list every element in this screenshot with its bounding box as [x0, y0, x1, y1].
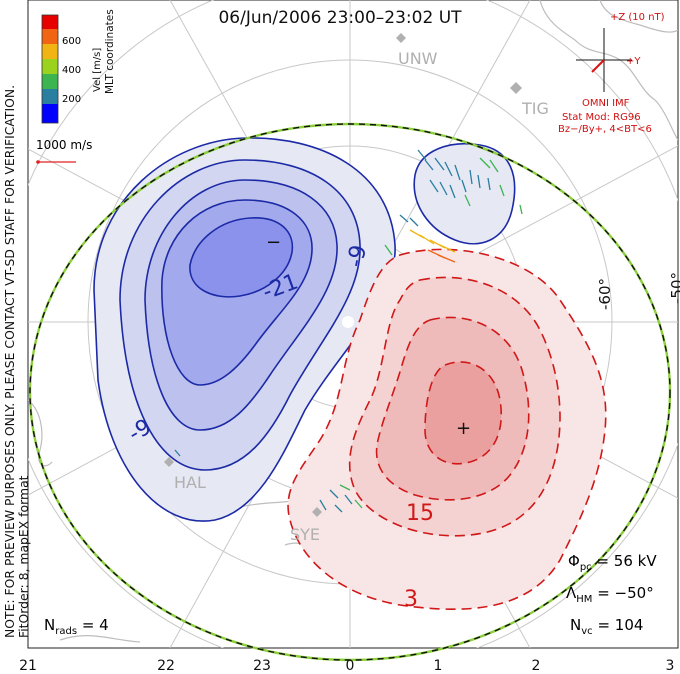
plot-frame [27, 0, 679, 649]
colorbar-tick-200: 200 [62, 94, 82, 105]
imf-vector [591, 59, 605, 73]
fit-order-note: FitOrder: 8, mapEX format [16, 475, 31, 638]
mlt-tick-3: 3 [665, 658, 675, 674]
mlt-tick-22: 22 [157, 658, 175, 674]
velocity-vectors [174, 149, 523, 513]
stat-nvc-symbol: N [570, 616, 582, 634]
lat-label-50: -50° [668, 272, 680, 304]
stat-phi-pc: Φpc = 56 kV [568, 552, 657, 573]
pole-marker [342, 316, 354, 328]
imf-z-label: +Z (10 nT) [610, 12, 665, 23]
positive-potential-cell [287, 248, 607, 610]
stat-nrads: Nrads = 4 [44, 616, 109, 637]
mlt-tick-2: 2 [531, 658, 541, 674]
ref-vector-dot [36, 160, 40, 164]
contour-label-pos-3: 3 [404, 587, 418, 612]
imf-model-label: Stat Mod: RG96 [562, 112, 641, 123]
stat-nrads-value: = 4 [81, 616, 109, 634]
stat-nvc-value: = 104 [597, 616, 644, 634]
secondary-negative-cell [413, 143, 516, 245]
colorbar [41, 14, 59, 124]
stat-lambda-value: = −50° [597, 584, 654, 602]
stat-nrads-sub: rads [55, 626, 78, 637]
station-markers [164, 33, 522, 517]
contour-label-pos-15: 15 [406, 501, 434, 526]
imf-source-label: OMNI IMF [582, 98, 630, 109]
stat-lambda-hm: ΛHM = −50° [566, 584, 654, 605]
stat-nrads-symbol: N [44, 616, 56, 634]
mlt-tick-1: 1 [433, 658, 443, 674]
mlt-tick-0: 0 [345, 658, 355, 674]
mlt-coordinates-label: MLT coordinates [104, 9, 116, 94]
lat-label-60: -60° [596, 278, 614, 310]
stat-nvc: Nvc = 104 [570, 616, 643, 637]
stat-phi-symbol: Φ [568, 552, 580, 570]
hm-boundary-dash [29, 123, 671, 661]
preview-note: NOTE: FOR PREVIEW PURPOSES ONLY. PLEASE … [2, 84, 17, 638]
stat-lambda-symbol: Λ [566, 584, 577, 602]
station-label-unw: UNW [398, 49, 438, 68]
colorbar-tick-400: 400 [62, 65, 82, 76]
station-label-tig: TIG [521, 99, 549, 118]
stat-phi-sub: pc [579, 562, 592, 573]
stat-nvc-sub: vc [581, 626, 593, 637]
station-label-hal: HAL [174, 473, 206, 492]
potential-max-marker: + [456, 418, 471, 439]
stat-phi-value: = 56 kV [596, 552, 657, 570]
stat-lambda-sub: HM [576, 594, 593, 605]
map-title: 06/Jun/2006 23:00–23:02 UT [218, 8, 462, 28]
potential-min-marker: − [266, 232, 281, 253]
imf-y-label: +Y [626, 56, 641, 67]
mlt-tick-23: 23 [253, 658, 271, 674]
station-label-sye: SYE [290, 525, 320, 544]
ref-vector-label: 1000 m/s [36, 138, 93, 152]
colorbar-tick-600: 600 [62, 36, 82, 47]
colorbar-label: Vel [m/s] [92, 47, 103, 92]
mlt-tick-21: 21 [19, 658, 37, 674]
imf-model-condition: Bz−/By+, 4<BT<6 [558, 124, 652, 135]
negative-potential-cell [93, 137, 396, 522]
contour-label-neg-9-top: -9 [343, 243, 372, 270]
